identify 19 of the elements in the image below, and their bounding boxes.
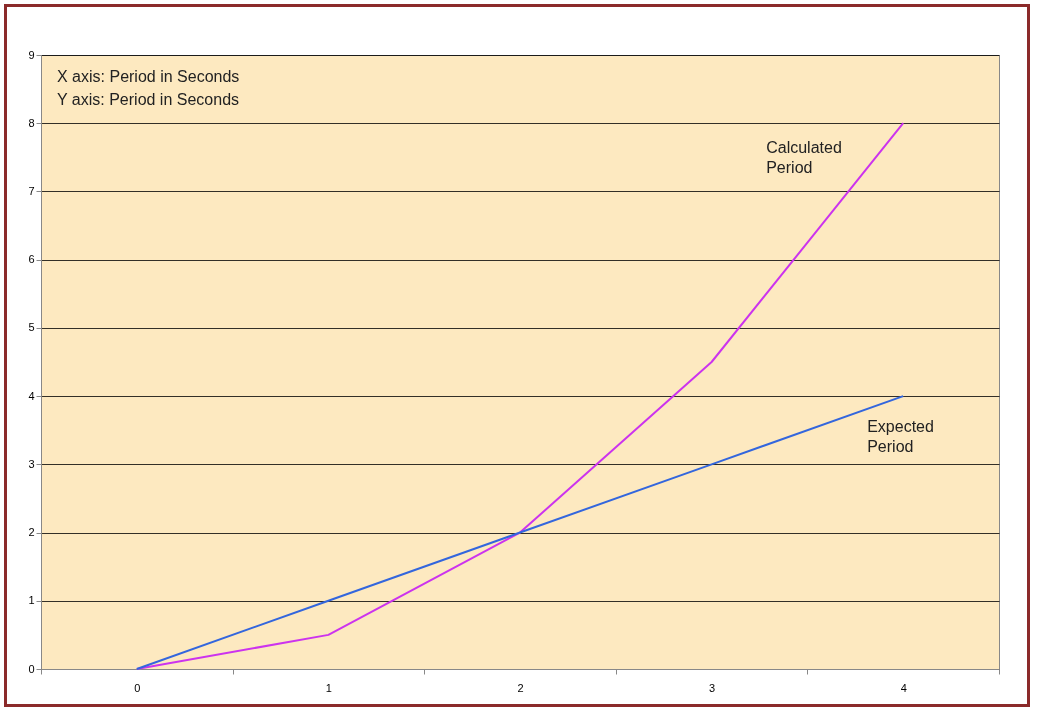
x-tick-label: 0 — [134, 681, 141, 694]
y-tick-label: 8 — [28, 116, 35, 129]
y-tick-label: 7 — [28, 184, 35, 197]
annotation: Y axis: Period in Seconds — [57, 91, 240, 108]
y-tick-label: 4 — [28, 389, 35, 402]
x-tick-label: 1 — [325, 681, 332, 694]
annotation: X axis: Period in Seconds — [57, 68, 240, 85]
x-tick-label: 4 — [900, 681, 907, 694]
y-tick-label: 3 — [28, 457, 35, 470]
y-tick-label: 2 — [28, 526, 35, 539]
y-tick-label: 9 — [28, 48, 35, 61]
y-tick-label: 6 — [28, 253, 35, 266]
y-tick-label: 1 — [28, 594, 35, 607]
x-tick-label: 3 — [709, 681, 716, 694]
y-tick-label: 0 — [28, 662, 35, 675]
series-label: Calculated Period — [766, 139, 842, 177]
x-tick-label: 2 — [517, 681, 524, 694]
y-tick-label: 5 — [28, 321, 35, 334]
series-label: Expected Period — [867, 418, 934, 456]
